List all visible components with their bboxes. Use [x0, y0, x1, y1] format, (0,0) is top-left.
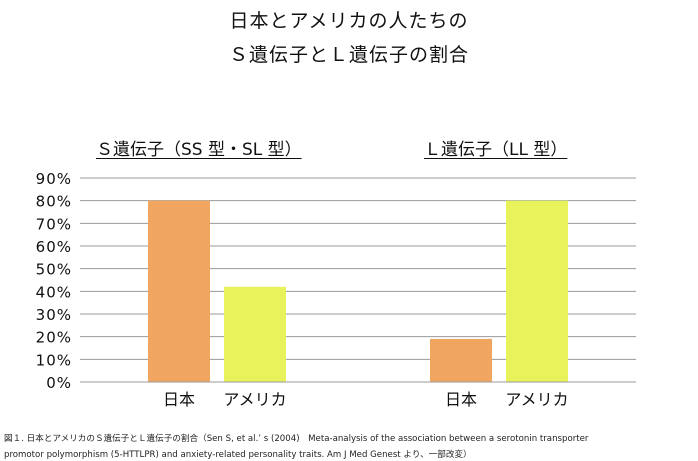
bar-japan — [148, 200, 210, 382]
figure-caption-line1: 図１. 日本とアメリカのＳ遺伝子とＬ遺伝子の割合（Sen S, et al.’ … — [4, 434, 589, 444]
y-tick-label: 60% — [36, 238, 72, 256]
y-tick-label: 50% — [36, 261, 72, 279]
x-category-label: 日本 — [445, 390, 477, 409]
x-category-label: 日本 — [163, 390, 195, 409]
chart-title-line1: 日本とアメリカの人たちの — [229, 10, 469, 32]
bar-america — [506, 200, 568, 382]
y-tick-label: 0% — [46, 374, 72, 392]
bar-america — [224, 286, 286, 382]
y-tick-label: 90% — [36, 170, 72, 188]
figure-caption-line2: promotor polymorphism (5-HTTLPR) and anx… — [4, 450, 472, 460]
y-tick-label: 20% — [36, 329, 72, 347]
y-tick-label: 80% — [36, 193, 72, 211]
group-label-s-gene: Ｓ遺伝子（SS 型・SL 型） — [96, 140, 302, 160]
y-tick-label: 40% — [36, 283, 72, 301]
x-category-label: アメリカ — [505, 390, 568, 409]
y-tick-label: 70% — [36, 215, 72, 233]
y-tick-label: 30% — [36, 306, 72, 324]
chart-title-line2: Ｓ遺伝子とＬ遺伝子の割合 — [228, 44, 469, 66]
group-label-l-gene: Ｌ遺伝子（LL 型） — [424, 140, 568, 160]
bar-japan — [430, 338, 492, 382]
y-tick-label: 10% — [36, 351, 72, 369]
x-category-label: アメリカ — [223, 390, 286, 409]
